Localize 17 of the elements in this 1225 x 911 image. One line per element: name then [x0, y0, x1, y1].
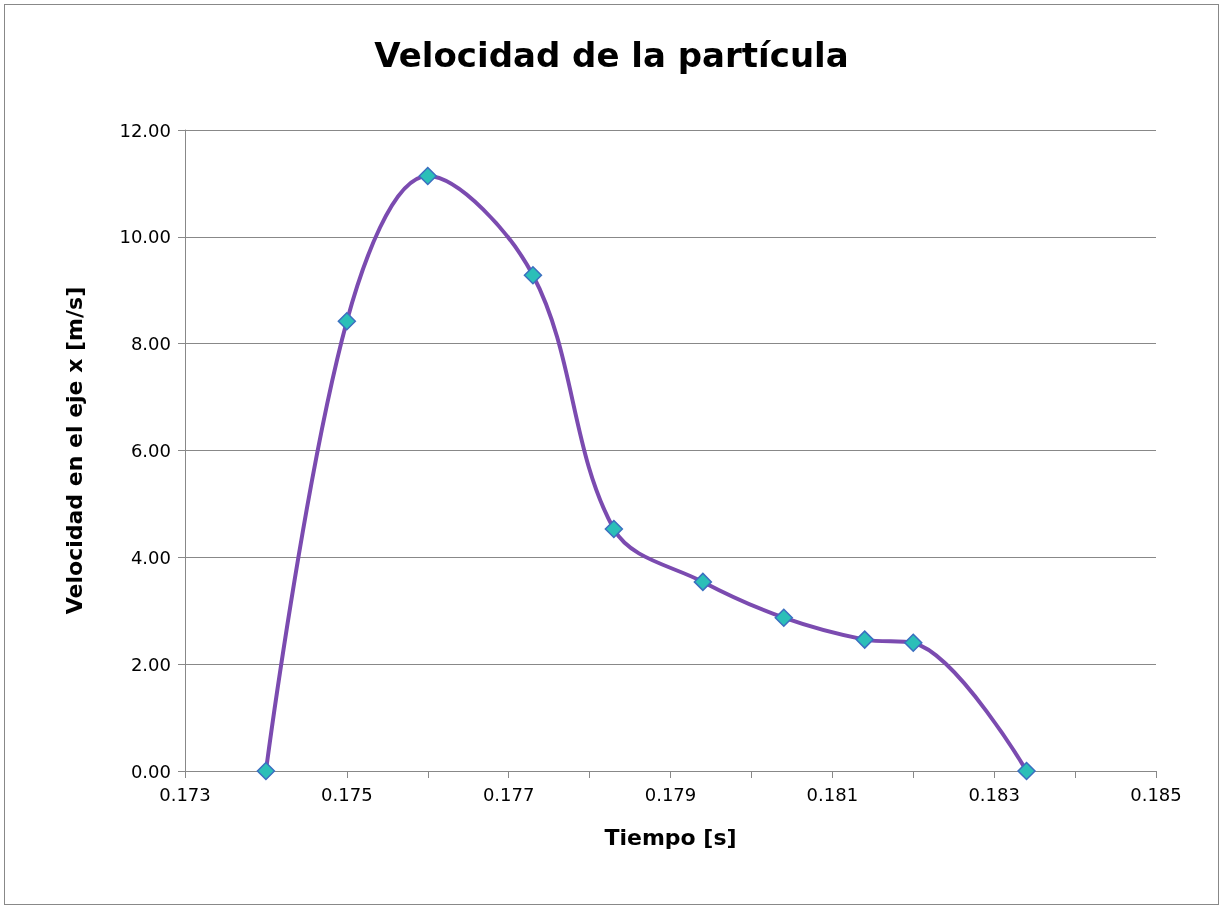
x-tick-label: 0.175 — [321, 783, 373, 805]
x-tick-label: 0.177 — [482, 783, 535, 805]
y-tick-label: 12.00 — [119, 119, 171, 141]
x-tick-label: 0.173 — [159, 783, 211, 805]
x-tick-label: 0.179 — [644, 783, 697, 805]
y-tick-label: 4.00 — [130, 546, 171, 568]
y-tick-label: 6.00 — [130, 440, 171, 461]
y-axis-title: Velocidad en el eje x [m/s] — [61, 286, 87, 615]
x-axis-title: Tiempo [s] — [604, 824, 737, 850]
x-tick-label: 0.181 — [806, 783, 859, 805]
x-tick-label: 0.185 — [1130, 783, 1182, 805]
y-tick-label: 8.00 — [130, 333, 171, 355]
chart-title: Velocidad de la partícula — [374, 35, 849, 75]
x-tick-label: 0.183 — [968, 783, 1020, 805]
y-tick-label: 10.00 — [119, 226, 171, 248]
y-tick-label: 0.00 — [130, 760, 171, 782]
y-tick-label: 2.00 — [130, 653, 171, 675]
